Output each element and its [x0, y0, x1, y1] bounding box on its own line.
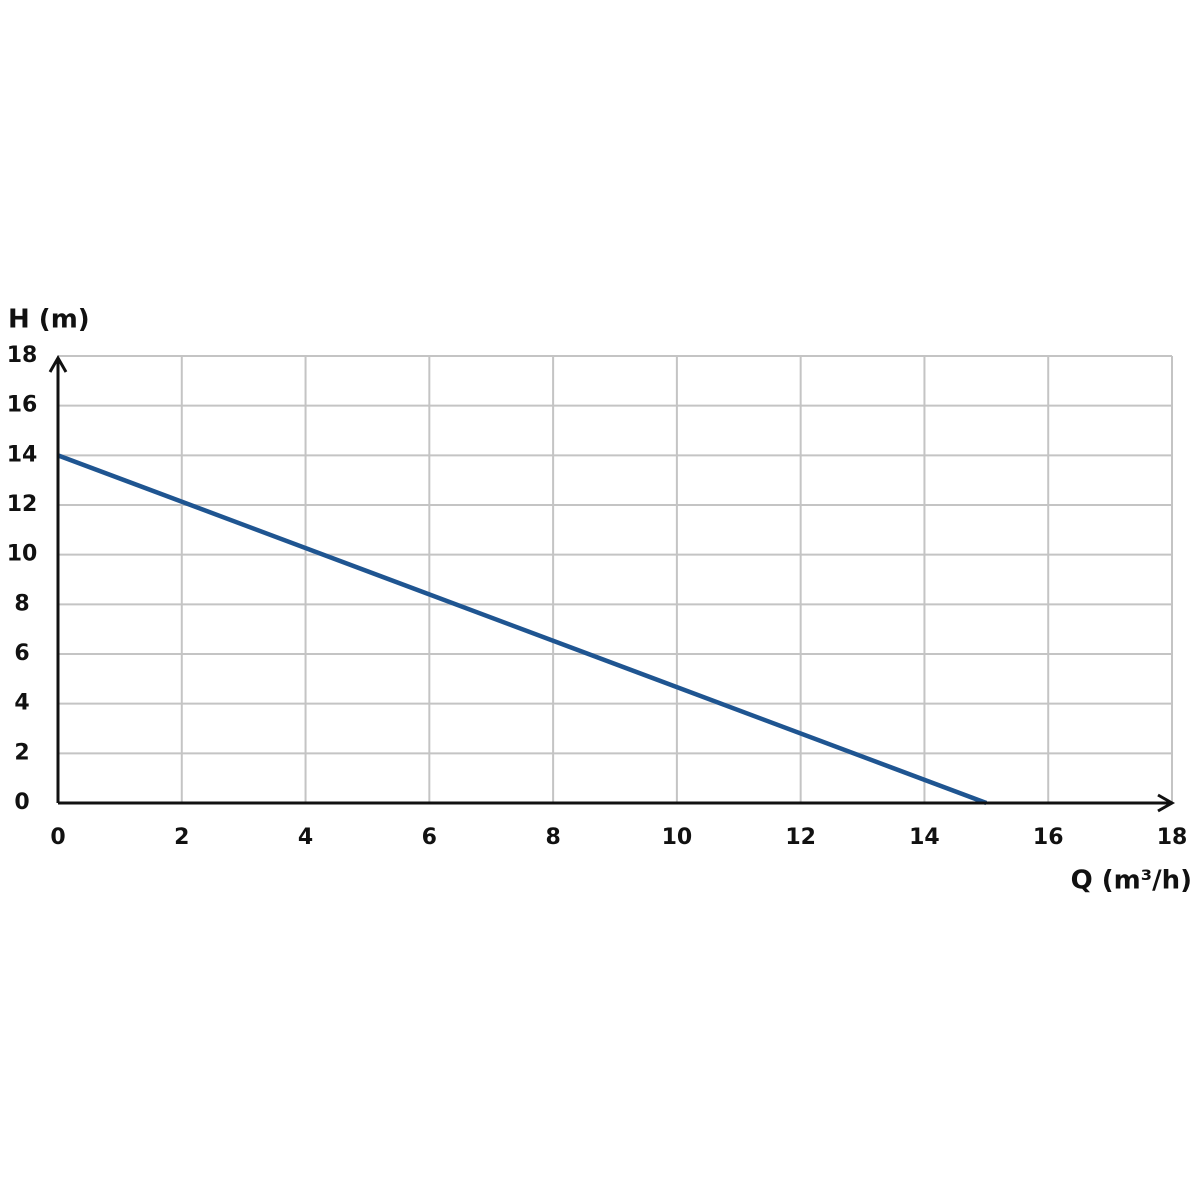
y-tick-label: 16 — [7, 393, 38, 418]
x-tick-label: 4 — [298, 825, 313, 850]
y-tick-label: 18 — [7, 343, 38, 368]
y-tick-label: 12 — [7, 492, 38, 517]
x-tick-label: 10 — [662, 825, 693, 850]
y-tick-label: 4 — [14, 691, 29, 716]
x-axis-label: Q (m³/h) — [1071, 866, 1192, 896]
grid — [57, 355, 1173, 804]
x-tick-label: 12 — [785, 825, 816, 850]
x-tick-label: 18 — [1157, 825, 1188, 850]
x-tick-label: 8 — [545, 825, 560, 850]
y-tick-label: 2 — [14, 740, 29, 765]
x-tick-label: 0 — [50, 825, 65, 850]
y-tick-label: 6 — [14, 641, 29, 666]
y-tick-label: 0 — [14, 790, 29, 815]
y-tick-label: 10 — [7, 542, 38, 567]
plot — [57, 453, 988, 806]
y-axis-label: H (m) — [8, 305, 90, 335]
x-tick-label: 16 — [1033, 825, 1064, 850]
x-tick-label: 6 — [422, 825, 437, 850]
y-tick-label: 14 — [7, 442, 38, 467]
x-tick-label: 2 — [174, 825, 189, 850]
y-tick-label: 8 — [14, 591, 29, 616]
x-axis-arrow — [1157, 793, 1176, 813]
y-axis-arrow — [48, 354, 68, 373]
x-tick-label: 14 — [909, 825, 940, 850]
data-line — [57, 453, 988, 806]
